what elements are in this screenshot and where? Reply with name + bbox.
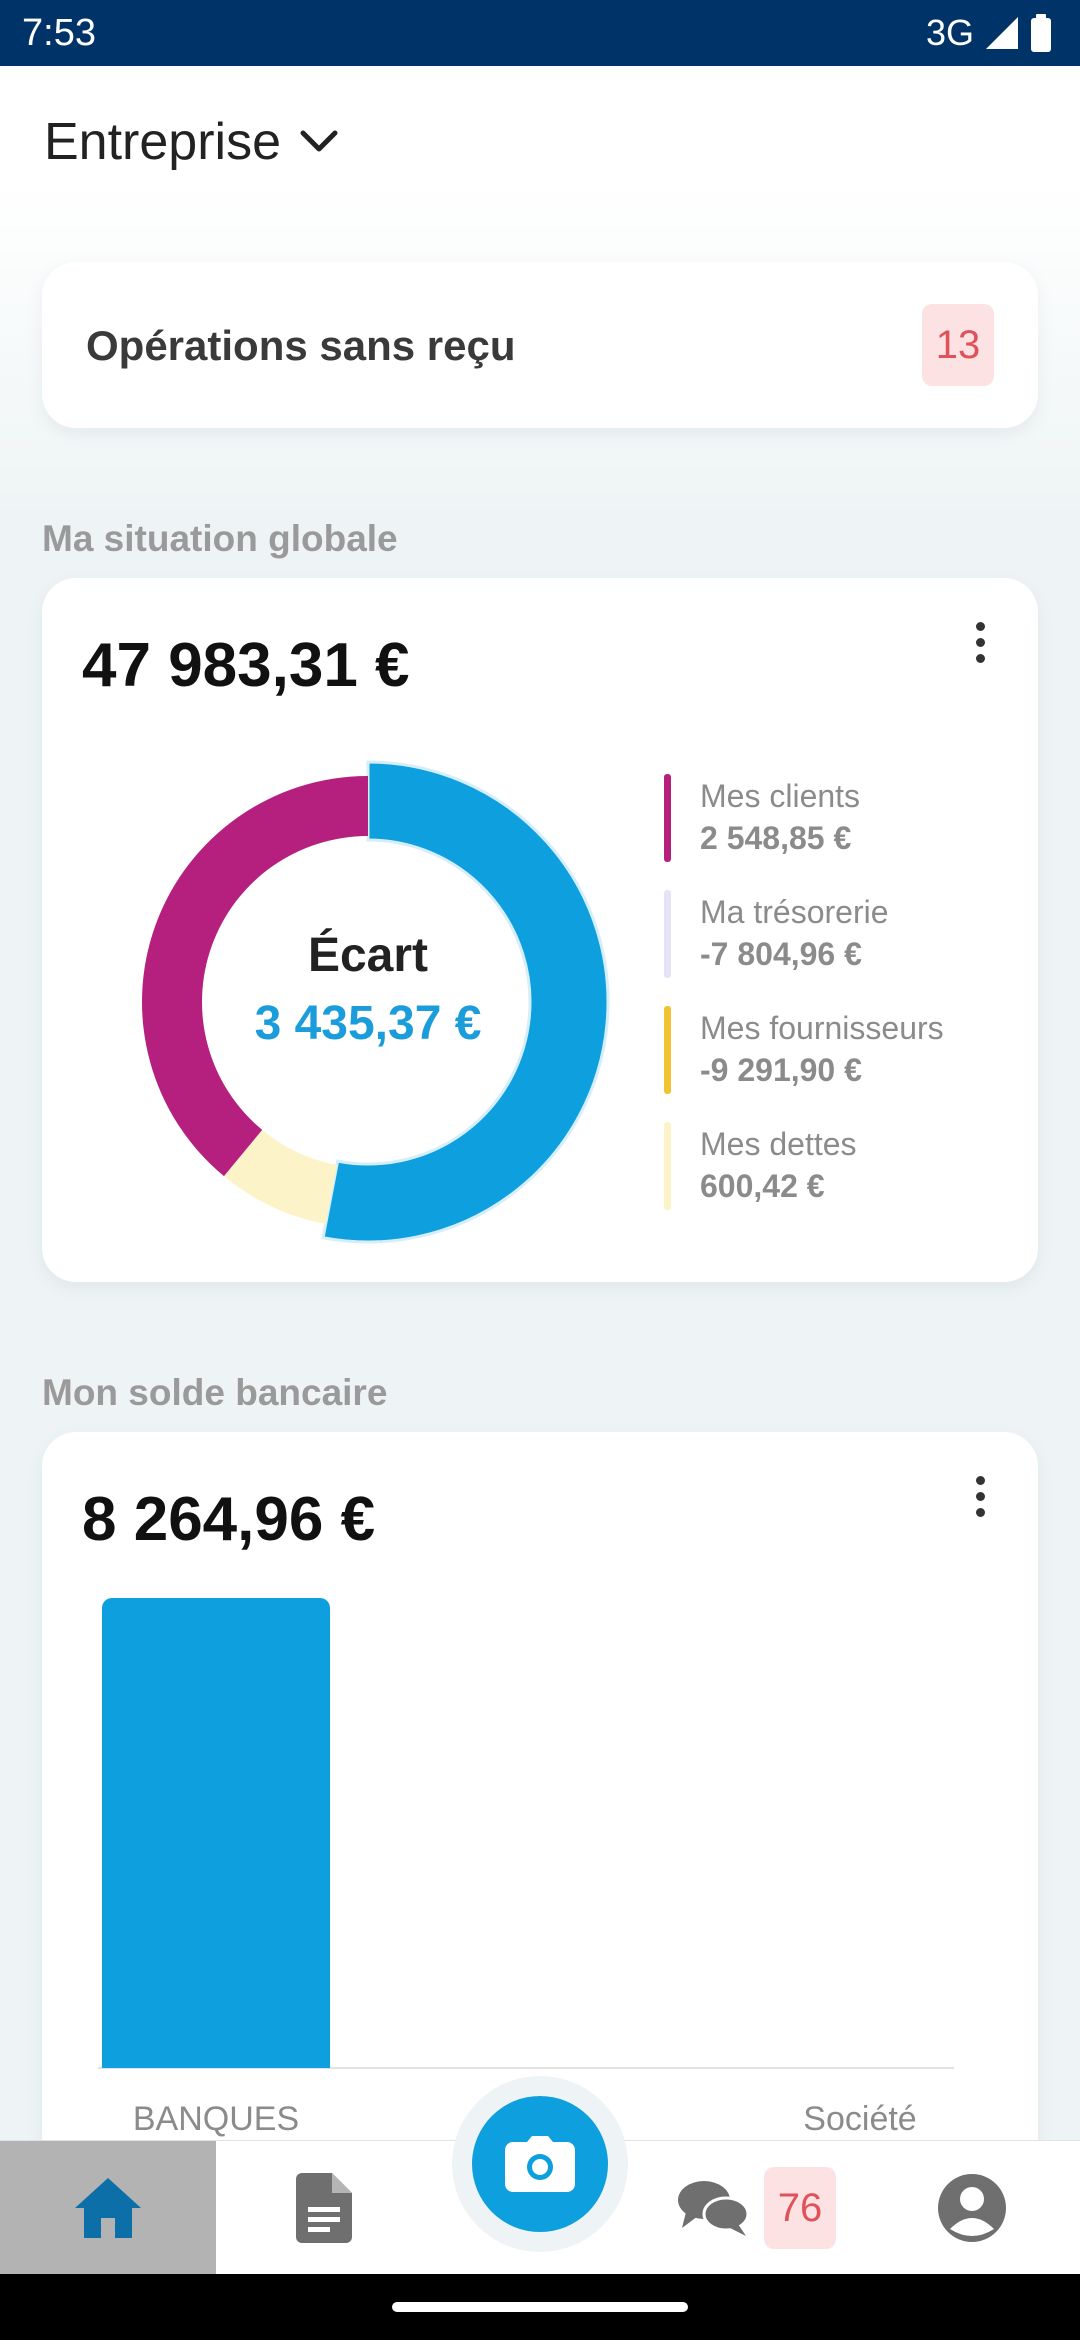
status-indicators: 3G [926, 10, 1052, 56]
donut-segment-cream [223, 1129, 337, 1224]
bar-1[interactable] [102, 1598, 330, 2068]
bank-section-title: Mon solde bancaire [42, 1372, 388, 1413]
network-type: 3G [925, 12, 974, 53]
legend-color-bar [664, 774, 671, 862]
legend-value: -7 804,96 € [700, 936, 862, 972]
home-gesture-pill[interactable] [392, 2302, 688, 2312]
donut-center-value: 3 435,37 € [254, 997, 482, 1050]
operations-label: Opérations sans reçu [86, 322, 516, 369]
company-name: Entreprise [44, 113, 281, 171]
camera-icon [505, 2136, 575, 2192]
donut-center-label: Écart [307, 929, 429, 982]
operations-without-receipt-card[interactable]: Opérations sans reçu 13 [42, 262, 1038, 428]
profile-icon [938, 2174, 1006, 2242]
chat-icon [678, 2181, 750, 2236]
global-total: 47 983,31 € [82, 631, 410, 700]
company-selector[interactable]: Entreprise [44, 112, 339, 172]
bar-label-2: Société [803, 2100, 916, 2138]
legend-name: Mes clients [700, 778, 861, 814]
camera-button[interactable] [472, 2096, 608, 2232]
legend-item-clients: Mes clients 2 548,85 € [664, 774, 1024, 862]
donut-chart [141, 760, 610, 1244]
global-more-options-icon[interactable] [970, 622, 990, 663]
legend-name: Ma trésorerie [700, 894, 889, 930]
operations-count-badge: 13 [922, 304, 994, 386]
document-icon [296, 2173, 352, 2243]
legend-value: -9 291,90 € [700, 1052, 862, 1088]
signal-icon [986, 17, 1018, 49]
bar-label-1: BANQUES [133, 2100, 299, 2138]
nav-documents[interactable] [216, 2141, 432, 2275]
global-situation-card: 47 983,31 € Écart 3 435,37 € Mes clients… [42, 578, 1038, 1282]
global-section-title: Ma situation globale [42, 518, 398, 559]
bank-balance-card: 8 264,96 € BANQUES Société [42, 1432, 1038, 2192]
donut-segment-magenta [141, 776, 368, 1177]
legend-color-bar [664, 890, 671, 978]
legend-item-fournisseurs: Mes fournisseurs -9 291,90 € [664, 1006, 1024, 1094]
legend-item-tresorerie: Ma trésorerie -7 804,96 € [664, 890, 1024, 978]
global-legend: Mes clients 2 548,85 € Ma trésorerie -7 … [664, 774, 1024, 1238]
status-bar: 7:53 3G [0, 0, 1080, 66]
legend-value: 600,42 € [700, 1168, 825, 1204]
nav-profile[interactable] [864, 2141, 1080, 2275]
nav-home[interactable] [0, 2141, 216, 2275]
battery-icon [1031, 14, 1051, 52]
legend-color-bar [664, 1122, 671, 1210]
legend-value: 2 548,85 € [700, 820, 852, 856]
home-icon [75, 2178, 141, 2238]
bank-bar-chart: BANQUES Société [98, 1598, 954, 2138]
bank-more-options-icon[interactable] [970, 1476, 990, 1517]
legend-color-bar [664, 1006, 671, 1094]
chevron-down-icon [300, 130, 338, 152]
legend-item-dettes: Mes dettes 600,42 € [664, 1122, 1024, 1210]
bank-total: 8 264,96 € [82, 1485, 376, 1554]
status-time: 7:53 [22, 12, 96, 54]
messages-count-badge: 76 [764, 2167, 836, 2249]
legend-name: Mes fournisseurs [700, 1010, 944, 1046]
nav-messages[interactable]: 76 [648, 2141, 864, 2275]
legend-name: Mes dettes [700, 1126, 857, 1162]
donut-segment-blue [321, 760, 610, 1244]
